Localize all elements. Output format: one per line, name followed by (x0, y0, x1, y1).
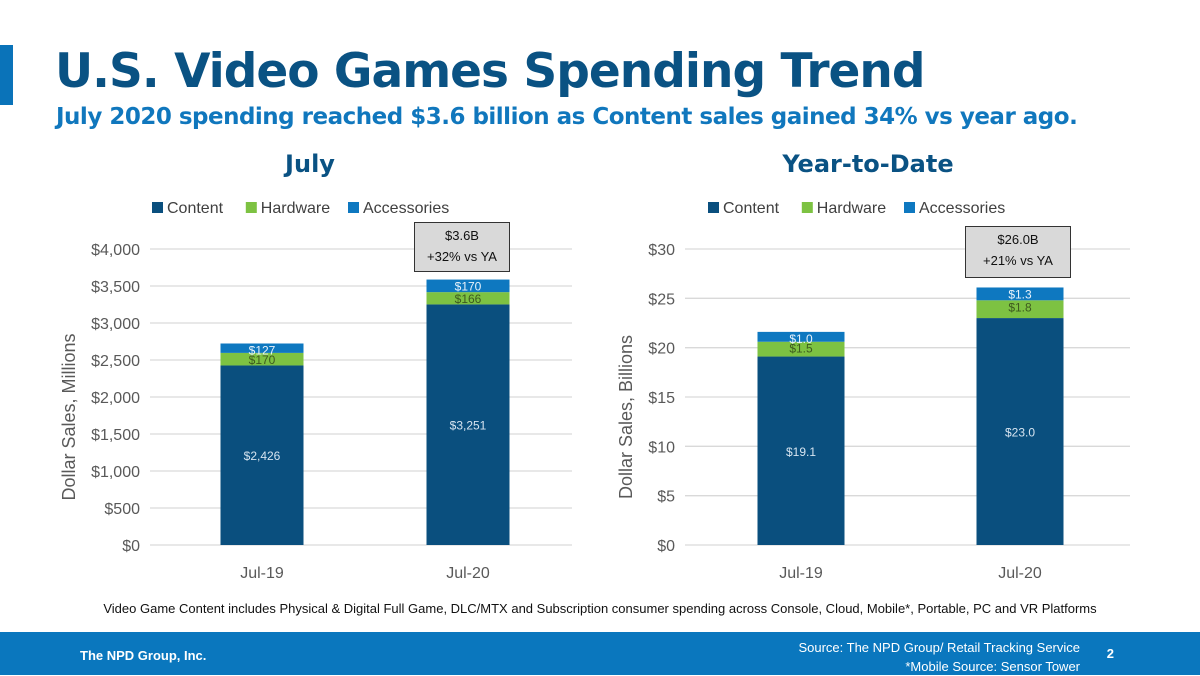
july-data-label-accessories: $170 (455, 280, 482, 294)
july-y-tick-label: $1,000 (91, 464, 140, 481)
ytd-bar-hardware-jul-19 (757, 341, 845, 357)
july-data-label-hardware: $170 (249, 353, 276, 367)
slide-title: U.S. Video Games Spending Trend (55, 44, 926, 99)
july-y-tick-label: $4,000 (91, 242, 140, 259)
ytd-legend-swatch-accessories (904, 202, 915, 213)
footer-source: Source: The NPD Group/ Retail Tracking S… (798, 638, 1080, 676)
july-y-tick-label: $500 (104, 501, 140, 518)
footer-source-line1: Source: The NPD Group/ Retail Tracking S… (798, 640, 1080, 655)
ytd-data-label-accessories: $1.3 (1008, 287, 1032, 301)
ytd-legend-swatch-hardware (801, 202, 813, 213)
july-legend-label-accessories: Accessories (363, 200, 449, 217)
july-legend-swatch-hardware (245, 202, 257, 213)
july-y-tick-label: $2,500 (91, 353, 140, 370)
ytd-y-tick-label: $5 (657, 489, 675, 506)
ytd-data-label-hardware: $1.5 (789, 342, 813, 356)
charts-canvas: $0 $500 $1,000 $1,500 $2,000 $2,500 $3,000 $3,5… (59, 200, 1130, 582)
chart-title-july: July (285, 150, 335, 178)
chart-title-ytd: Year-to-Date (782, 150, 954, 178)
ytd-bar-accessories-jul-19 (757, 331, 845, 342)
july-legend-swatch-accessories (348, 202, 359, 213)
ytd-bar-content-jul-19 (757, 356, 845, 545)
ytd-bar-hardware-jul-20 (976, 300, 1064, 319)
july-data-label-accessories: $127 (249, 343, 276, 357)
ytd-y-tick-label: $20 (648, 341, 675, 358)
july-y-tick-label: $3,500 (91, 279, 140, 296)
footer-bar: The NPD Group, Inc. Source: The NPD Grou… (0, 632, 1200, 675)
july-y-tick-label: $2,000 (91, 390, 140, 407)
july-bar-accessories-jul-20 (426, 279, 510, 293)
ytd-y-tick-label: $30 (648, 242, 675, 259)
ytd-bar-content-jul-20 (976, 318, 1064, 545)
page-number: 2 (1106, 646, 1114, 661)
ytd-y-axis-label: Dollar Sales, Billions (616, 335, 636, 499)
july-legend-label-content: Content (167, 200, 224, 217)
footnote: Video Game Content includes Physical & D… (103, 601, 1097, 616)
july-x-tick-label: Jul-19 (240, 565, 284, 582)
july-legend-swatch-content (152, 202, 163, 213)
ytd-legend-label-content: Content (723, 200, 780, 217)
july-x-tick-label: Jul-20 (446, 565, 490, 582)
july-data-label-hardware: $166 (455, 292, 482, 306)
ytd-legend-label-accessories: Accessories (919, 200, 1005, 217)
ytd-legend-swatch-content (708, 202, 719, 213)
july-y-tick-label: $3,000 (91, 316, 140, 333)
ytd-data-label-content: $19.1 (786, 445, 816, 459)
july-legend-label-hardware: Hardware (261, 200, 330, 217)
ytd-legend-label-hardware: Hardware (817, 200, 886, 217)
july-y-tick-label: $1,500 (91, 427, 140, 444)
july-bar-accessories-jul-19 (220, 343, 304, 353)
july-bar-hardware-jul-20 (426, 292, 510, 305)
accent-bar (0, 45, 13, 105)
slide-subtitle: July 2020 spending reached $3.6 billion … (56, 104, 1078, 130)
july-y-tick-label: $0 (122, 538, 140, 555)
callout-ytd: $26.0B +21% vs YA (965, 226, 1071, 278)
callout-july-total: $3.6B (445, 228, 479, 243)
callout-ytd-total: $26.0B (997, 232, 1039, 247)
footer-source-line2: *Mobile Source: Sensor Tower (905, 659, 1080, 674)
callout-july-change: +32% vs YA (427, 249, 497, 264)
ytd-data-label-accessories: $1.0 (789, 332, 813, 346)
july-bar-content-jul-20 (426, 304, 510, 545)
ytd-data-label-content: $23.0 (1005, 426, 1035, 440)
ytd-y-tick-label: $10 (648, 439, 675, 456)
ytd-y-tick-label: $0 (657, 538, 675, 555)
callout-ytd-change: +21% vs YA (983, 253, 1053, 268)
ytd-y-tick-label: $25 (648, 291, 675, 308)
ytd-data-label-hardware: $1.8 (1008, 300, 1032, 314)
july-bar-hardware-jul-19 (220, 352, 304, 366)
ytd-bar-accessories-jul-20 (976, 287, 1064, 301)
footer-company: The NPD Group, Inc. (80, 648, 207, 663)
july-bar-content-jul-19 (220, 365, 304, 545)
ytd-x-tick-label: Jul-20 (998, 565, 1042, 582)
ytd-y-tick-label: $15 (648, 390, 675, 407)
july-y-axis-label: Dollar Sales, Millions (59, 333, 79, 500)
july-data-label-content: $3,251 (450, 419, 487, 433)
july-data-label-content: $2,426 (244, 449, 281, 463)
ytd-x-tick-label: Jul-19 (779, 565, 823, 582)
callout-july: $3.6B +32% vs YA (414, 222, 510, 272)
